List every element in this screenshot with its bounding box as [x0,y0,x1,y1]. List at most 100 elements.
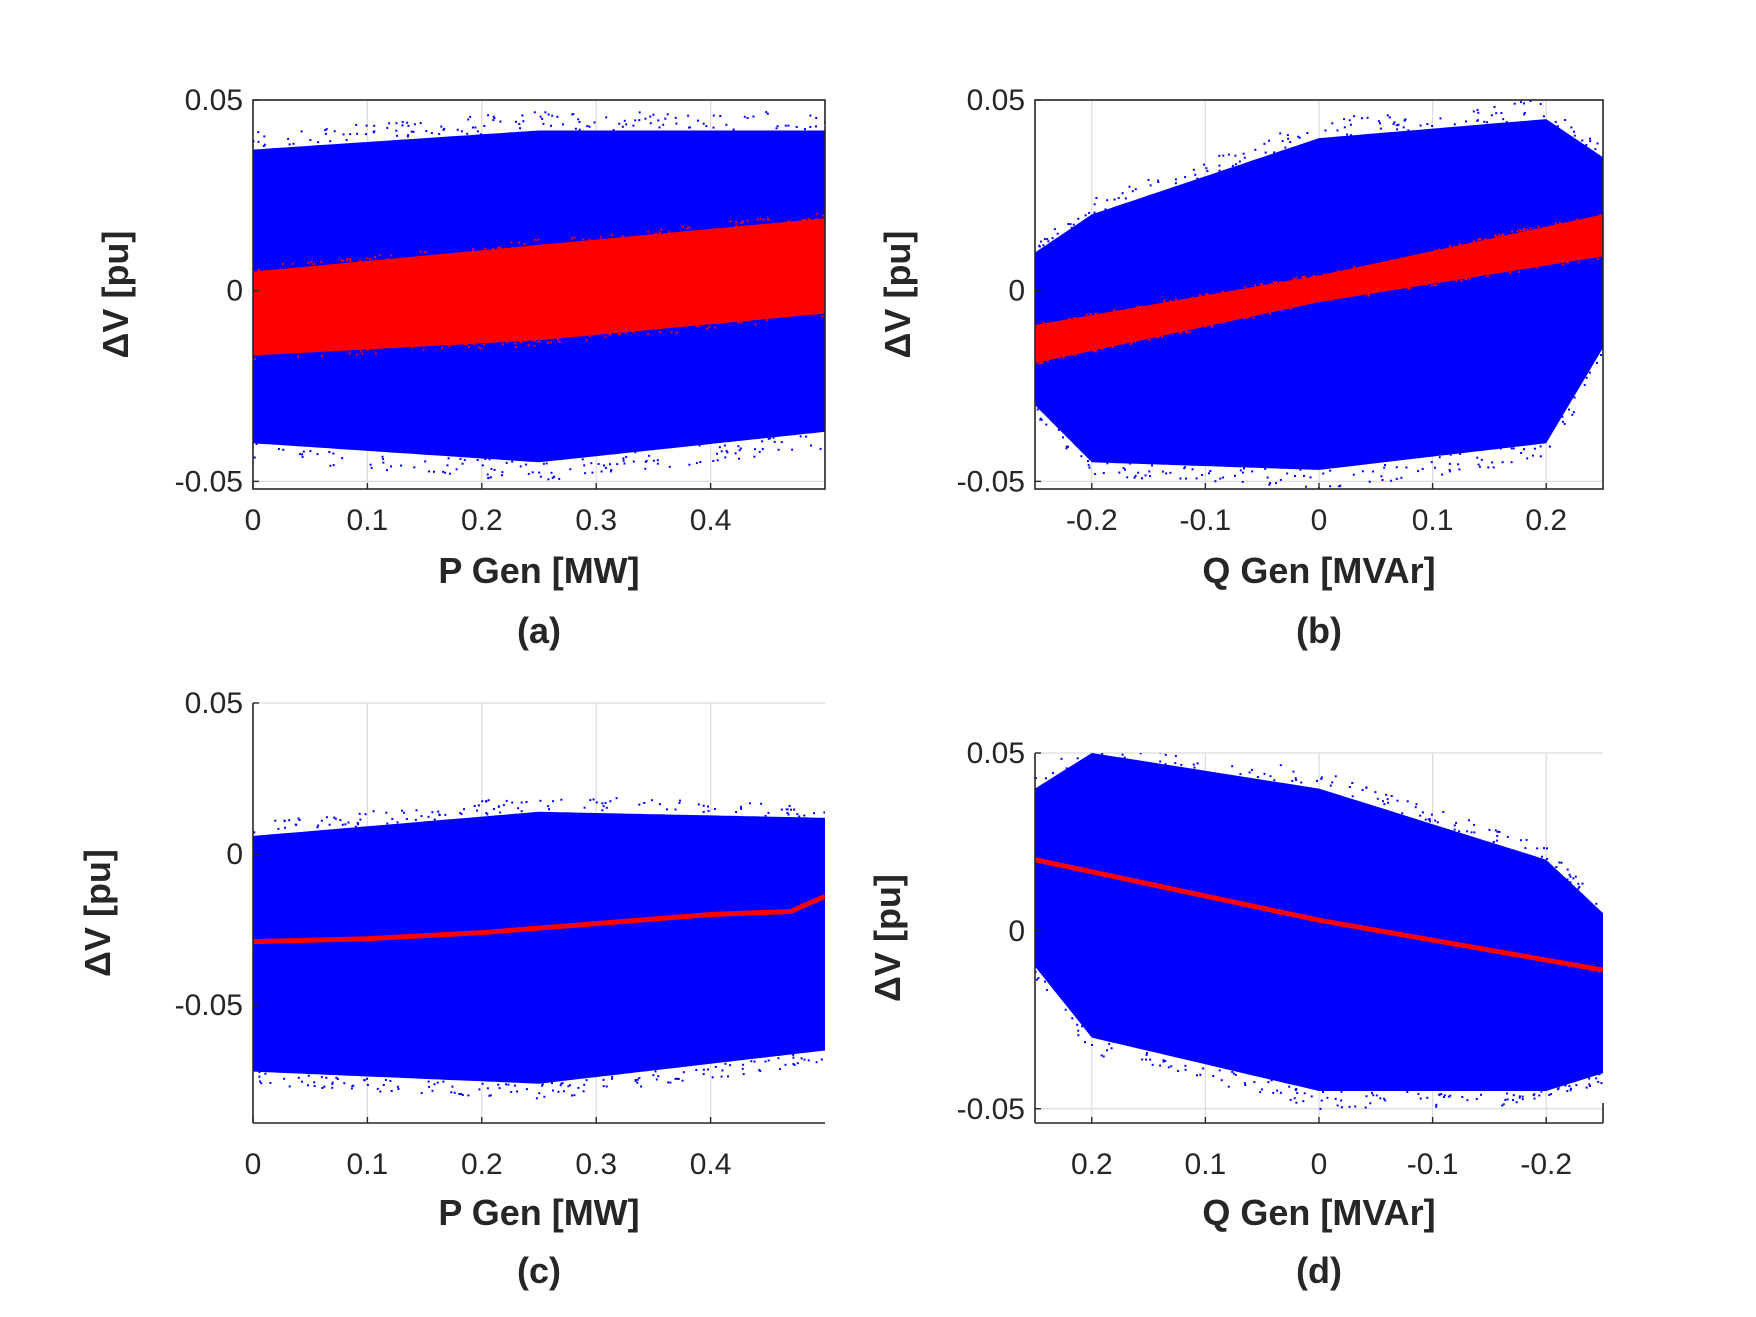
scatter-point [488,458,491,461]
scatter-point [1322,472,1325,475]
scatter-point [283,819,286,822]
scatter-point [1046,360,1049,363]
scatter-point [374,255,377,258]
scatter-point [1065,445,1068,448]
scatter-point [638,119,641,122]
scatter-point [1234,1073,1237,1076]
scatter-point [571,1094,573,1097]
scatter-point [682,225,684,228]
scatter-point [550,471,553,474]
scatter-point [610,1077,613,1080]
scatter-point [341,823,344,826]
scatter-point [1409,287,1411,290]
scatter-point [395,129,398,132]
scatter-point [1261,283,1264,286]
scatter-point [477,804,480,807]
scatter-point [1295,1101,1298,1104]
scatter-point [412,130,415,133]
scatter-point [1053,228,1056,231]
scatter-point [1180,763,1183,766]
scatter-point [425,130,428,133]
x-axis-label: P Gen [MW] [438,1192,639,1233]
scatter-point [1538,1094,1541,1097]
scatter-point [1526,228,1529,231]
scatter-point [474,126,477,129]
scatter-point [349,260,352,263]
fit-line [1035,857,1603,973]
scatter-point [1326,1096,1329,1099]
scatter-point [765,111,768,114]
scatter-point [520,801,523,804]
scatter-point [1434,249,1437,252]
scatter-point [295,823,298,826]
scatter-point [803,814,806,817]
scatter-point [604,336,607,339]
scatter-point [359,259,361,262]
scatter-point [1518,270,1520,273]
scatter-point [450,1091,453,1094]
scatter-point [1504,1098,1507,1101]
scatter-point [355,353,358,356]
scatter-point [1525,838,1528,841]
scatter-point [433,1083,436,1086]
scatter-point [571,237,574,240]
scatter-point [735,221,738,224]
scatter-point [652,1074,655,1077]
scatter-point [787,220,790,223]
scatter-point [1159,760,1162,763]
scatter-point [777,448,780,451]
scatter-point [476,459,479,461]
scatter-point [323,1085,326,1088]
scatter-point [329,140,332,143]
scatter-point [793,808,796,811]
scatter-point [1480,458,1483,461]
scatter-point [760,802,763,805]
scatter-point [501,471,504,474]
scatter-point [1385,793,1388,796]
scatter-point [291,262,294,265]
scatter-point [1062,436,1064,439]
scatter-point [1199,295,1202,298]
scatter-point [1144,474,1147,477]
scatter-point [525,801,528,803]
scatter-point [1035,970,1037,973]
scatter-point [1329,469,1332,472]
scatter-point [1209,470,1212,472]
scatter-point [1518,1095,1521,1098]
scatter-point [1422,811,1424,814]
scatter-point [541,1083,544,1086]
scatter-point [1561,415,1564,418]
scatter-point [1151,464,1153,467]
scatter-point [431,811,434,814]
scatter-point [1270,1079,1273,1082]
scatter-point [1092,350,1095,353]
scatter-point [324,129,327,132]
scatter-point [1556,125,1559,128]
scatter-point [1141,477,1143,480]
scatter-point [706,327,709,330]
scatter-point [1134,474,1137,477]
scatter-point [307,261,310,264]
scatter-point [1145,1058,1147,1061]
scatter-point [1104,208,1107,211]
scatter-point [1196,762,1199,765]
scatter-point [581,458,584,461]
scatter-point [484,247,486,250]
scatter-point [354,825,357,828]
scatter-point [621,125,624,128]
scatter-point [553,475,556,478]
scatter-point [331,1081,334,1084]
scatter-point [309,139,312,142]
scatter-point [1581,139,1584,142]
scatter-point [1040,362,1042,365]
scatter-point [1406,800,1409,803]
scatter-point [420,1092,423,1095]
scatter-point [578,121,581,123]
axes-box [252,99,826,490]
scatter-point [1520,452,1523,454]
scatter-point [1042,321,1045,324]
scatter-point [1379,122,1381,125]
scatter-point [1570,126,1573,129]
scatter-point [437,810,440,813]
scatter-point [1052,772,1055,774]
